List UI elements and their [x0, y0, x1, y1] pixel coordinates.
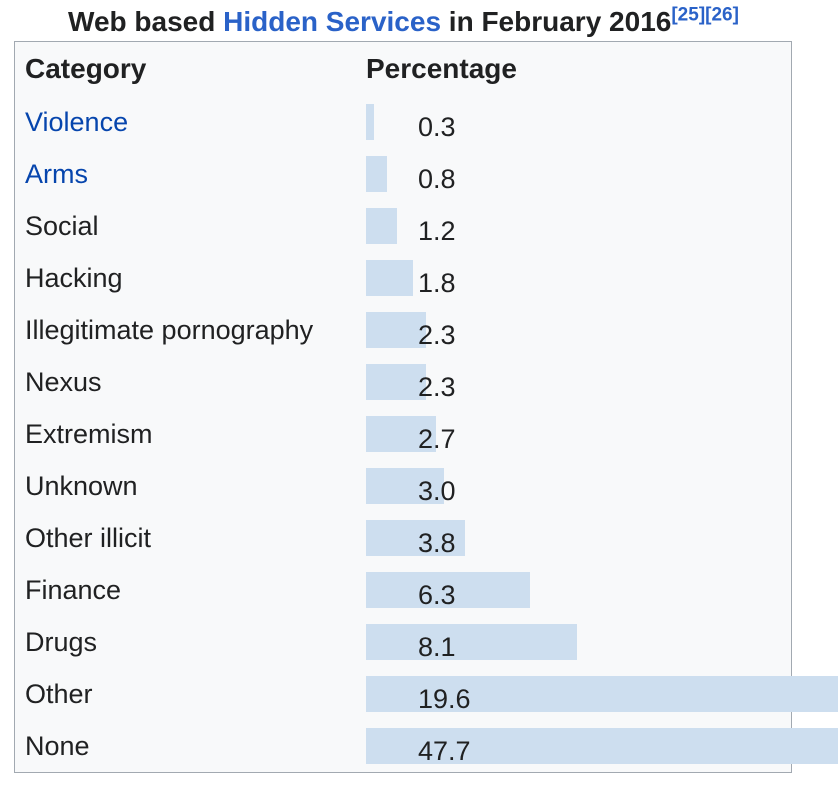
percentage-value: 3.8	[418, 528, 456, 558]
percentage-bar	[366, 104, 374, 140]
percentage-bar	[366, 624, 577, 660]
percentage-bar	[366, 312, 426, 348]
percentage-cell: 3.0	[366, 460, 791, 512]
percentage-cell: 0.3	[366, 96, 791, 148]
percentage-bar	[366, 364, 426, 400]
category-cell: Social	[25, 200, 99, 252]
table-row: Extremism 2.7	[15, 408, 791, 460]
category-cell: Other illicit	[25, 512, 151, 564]
category-label: Unknown	[25, 471, 138, 501]
category-label: Nexus	[25, 367, 102, 397]
caption-text-prefix: Web based	[68, 6, 224, 37]
category-label: Drugs	[25, 627, 98, 657]
category-label: Illegitimate pornography	[25, 315, 314, 345]
table-body: Violence 0.3 Arms 0.8 Social 1.2 Hacking…	[15, 96, 838, 772]
table-row: Social 1.2	[15, 200, 791, 252]
category-label: Other illicit	[25, 523, 152, 553]
category-cell: Extremism	[25, 408, 153, 460]
column-header-category: Category	[25, 53, 147, 84]
percentage-bar	[366, 468, 444, 504]
percentage-cell: 1.8	[366, 252, 791, 304]
percentage-cell: 3.8	[366, 512, 791, 564]
category-cell: Illegitimate pornography	[25, 304, 313, 356]
category-label: Extremism	[25, 419, 153, 449]
category-cell: Other	[25, 668, 93, 720]
category-cell: None	[25, 720, 90, 772]
percentage-bar	[366, 728, 838, 764]
category-link[interactable]: Arms	[25, 159, 88, 189]
category-link[interactable]: Violence	[25, 107, 129, 137]
percentage-cell: 19.6	[366, 668, 838, 720]
table-row: Arms 0.8	[15, 148, 791, 200]
percentage-value: 3.0	[418, 476, 456, 506]
percentage-bar	[366, 208, 398, 244]
table-row: Finance 6.3	[15, 564, 791, 616]
category-label: Other	[25, 679, 93, 709]
category-cell: Arms	[25, 148, 88, 200]
percentage-value: 2.7	[418, 424, 456, 454]
category-cell: Finance	[25, 564, 121, 616]
category-label: Finance	[25, 575, 122, 605]
percentage-value: 2.3	[418, 372, 456, 402]
hidden-services-link[interactable]: Hidden Services	[223, 6, 442, 37]
table-caption: Web based Hidden Services in February 20…	[14, 3, 793, 41]
category-cell: Unknown	[25, 460, 138, 512]
percentage-value: 1.2	[418, 216, 456, 246]
percentage-cell: 2.3	[366, 356, 791, 408]
table-row: Other 19.6	[15, 668, 838, 720]
table-row: None 47.7	[15, 720, 838, 772]
category-cell: Violence	[25, 96, 128, 148]
category-label: Social	[25, 211, 99, 241]
reference-25-link[interactable]: [25]	[671, 4, 706, 26]
percentage-bar	[366, 260, 413, 296]
reference-26-link[interactable]: [26]	[705, 4, 739, 26]
percentage-cell: 8.1	[366, 616, 791, 668]
percentage-value: 8.1	[418, 632, 456, 662]
percentage-value: 0.3	[418, 112, 456, 142]
percentage-bar	[366, 416, 437, 452]
percentage-value: 1.8	[418, 268, 456, 298]
percentage-value: 0.8	[418, 164, 456, 194]
percentage-value: 47.7	[418, 736, 471, 766]
percentage-value: 19.6	[418, 684, 471, 714]
table-row: Nexus 2.3	[15, 356, 791, 408]
percentage-cell: 47.7	[366, 720, 838, 772]
percentage-cell: 0.8	[366, 148, 791, 200]
percentage-bar	[366, 572, 530, 608]
percentage-cell: 2.3	[366, 304, 791, 356]
category-cell: Drugs	[25, 616, 97, 668]
percentage-value: 2.3	[418, 320, 456, 350]
category-label: None	[25, 731, 90, 761]
category-label: Hacking	[25, 263, 123, 293]
table-row: Drugs 8.1	[15, 616, 791, 668]
percentage-cell: 2.7	[366, 408, 791, 460]
table-row: Unknown 3.0	[15, 460, 791, 512]
column-header-percentage: Percentage	[366, 53, 517, 84]
category-cell: Hacking	[25, 252, 123, 304]
category-cell: Nexus	[25, 356, 102, 408]
table-row: Violence 0.3	[15, 96, 791, 148]
table-row: Illegitimate pornography 2.3	[15, 304, 791, 356]
table-row: Other illicit 3.8	[15, 512, 791, 564]
caption-text-suffix: in February 2016	[441, 6, 672, 37]
hidden-services-table: Category Percentage Violence 0.3 Arms 0.…	[14, 41, 838, 773]
table-row: Hacking 1.8	[15, 252, 791, 304]
percentage-bar	[366, 676, 838, 712]
percentage-bar	[366, 156, 387, 192]
percentage-value: 6.3	[418, 580, 456, 610]
percentage-bar	[366, 520, 465, 556]
caption-references: [25][26]	[671, 5, 739, 26]
percentage-cell: 1.2	[366, 200, 791, 252]
percentage-cell: 6.3	[366, 564, 791, 616]
table-header-row: Category Percentage	[15, 42, 791, 96]
